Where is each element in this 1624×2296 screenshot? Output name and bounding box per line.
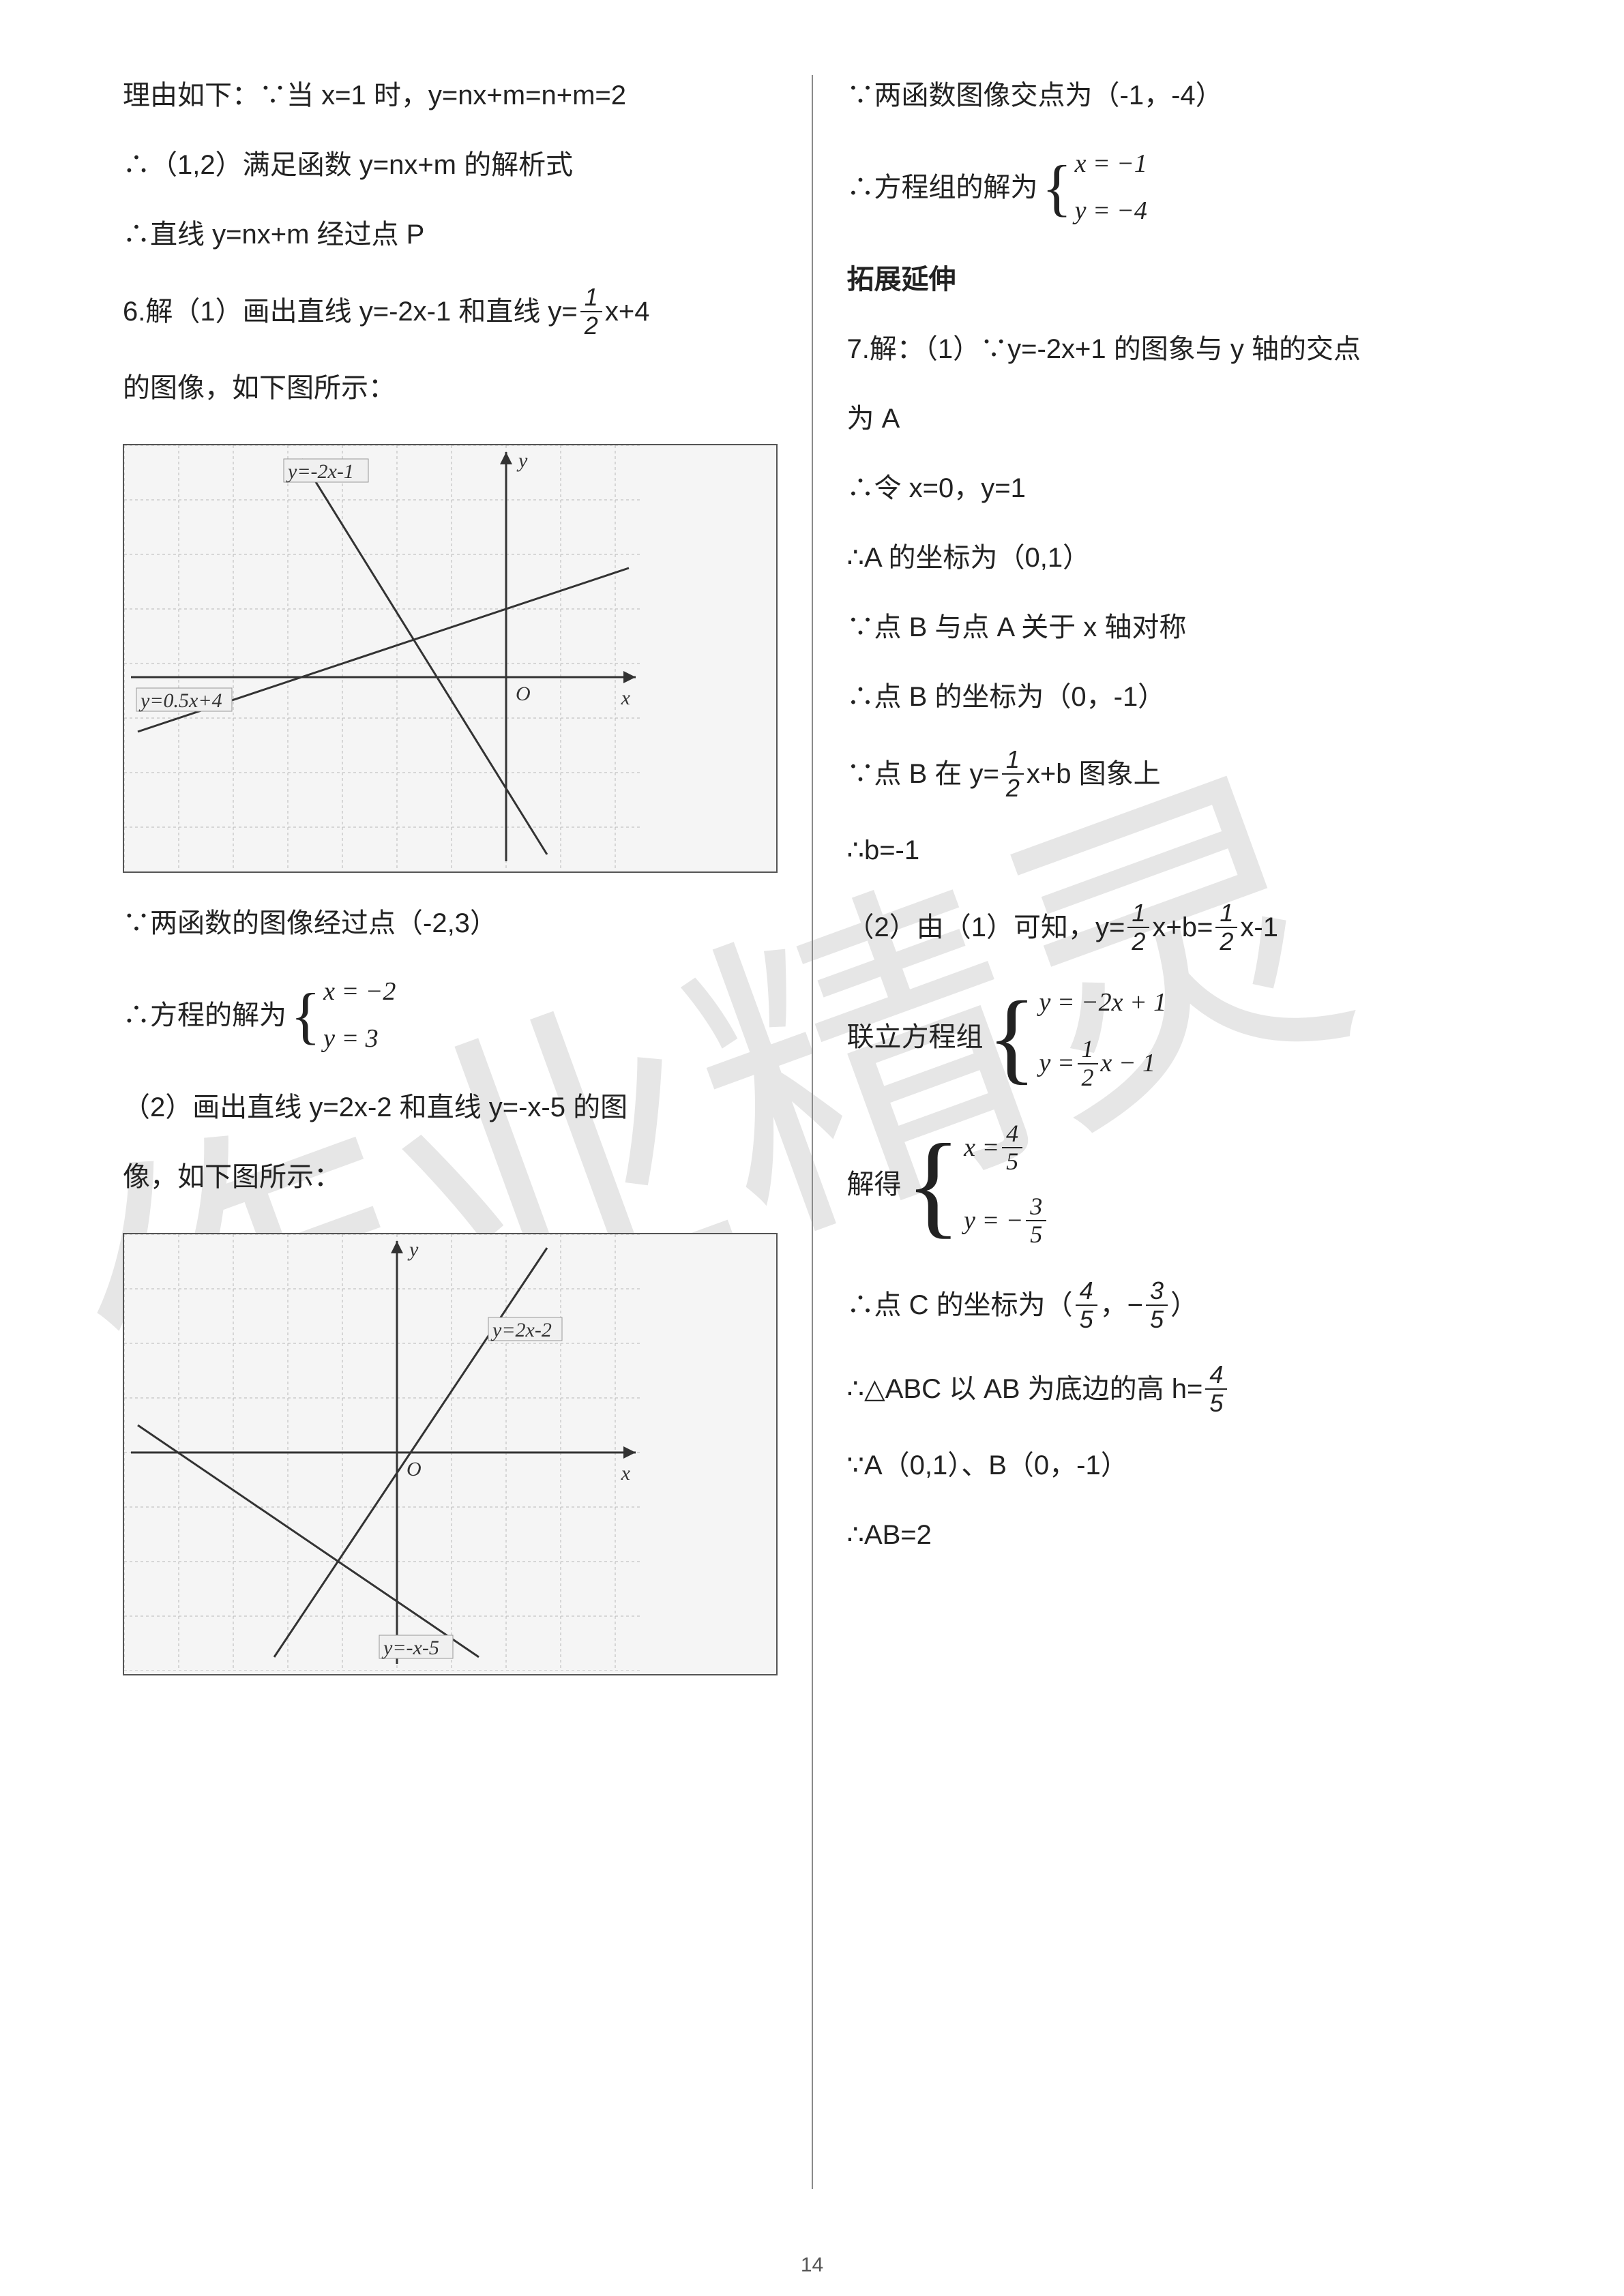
section-heading: 拓展延伸 — [847, 259, 1502, 300]
text-part: （2）由（1）可知，y= — [847, 907, 1125, 948]
right-column: ∵两函数图像交点为（-1，-4） ∴方程组的解为 { x = −1 y = −4… — [847, 75, 1502, 2189]
text-line: ∴令 x=0，y=1 — [847, 468, 1502, 509]
equation: y = 1 2 x − 1 — [1039, 1036, 1167, 1091]
svg-text:y: y — [516, 449, 528, 472]
svg-text:x: x — [621, 1462, 631, 1485]
graph-1: Ox y y=-2x-1 y=0.5x+4 — [123, 444, 778, 873]
column-divider — [812, 75, 813, 2189]
brace-system: { y = −2x + 1 y = 1 2 x − 1 — [988, 983, 1167, 1091]
text-line: ∵两函数图像交点为（-1，-4） — [847, 75, 1502, 116]
text-part: ，− — [1100, 1285, 1143, 1326]
text-line: 理由如下：∵当 x=1 时，y=nx+m=n+m=2 — [123, 75, 778, 116]
fraction: 3 5 — [1146, 1277, 1168, 1332]
brace-system: { x = 4 5 y = − 3 5 — [906, 1120, 1050, 1249]
text-part: ∵点 B 在 y= — [847, 754, 999, 794]
fraction: 4 5 — [1076, 1277, 1097, 1332]
equation: y = 3 — [323, 1019, 396, 1058]
text-part: ∴方程组的解为 — [847, 167, 1038, 208]
svg-text:y=0.5x+4: y=0.5x+4 — [138, 689, 222, 712]
text-part: x+b= — [1152, 907, 1213, 948]
text-line: 7.解：（1）∵y=-2x+1 的图象与 y 轴的交点 — [847, 329, 1502, 370]
text-line: ∵两函数的图像经过点（-2,3） — [123, 903, 778, 944]
text-line: （2）由（1）可知，y= 1 2 x+b= 1 2 x-1 — [847, 899, 1502, 955]
text-line: 联立方程组 { y = −2x + 1 y = 1 2 x − 1 — [847, 983, 1502, 1091]
text-line: ∴方程的解为 { x = −2 y = 3 — [123, 972, 778, 1058]
text-line: 像，如下图所示： — [123, 1157, 778, 1197]
text-line: ∴点 B 的坐标为（0，-1） — [847, 676, 1502, 717]
svg-text:y=-2x-1: y=-2x-1 — [286, 460, 354, 483]
text-part: ∴方程的解为 — [123, 995, 286, 1036]
text-line: ∴点 C 的坐标为（ 4 5 ，− 3 5 ） — [847, 1277, 1502, 1332]
fraction: 1 2 — [1078, 1036, 1098, 1091]
fraction: 4 5 — [1205, 1361, 1227, 1416]
text-line: （2）画出直线 y=2x-2 和直线 y=-x-5 的图 — [123, 1087, 778, 1128]
left-brace-icon: { — [1042, 145, 1072, 230]
text-part: ∴点 C 的坐标为（ — [847, 1285, 1073, 1326]
text-line: 为 A — [847, 398, 1502, 439]
equation: y = −2x + 1 — [1039, 983, 1167, 1022]
text-part: x-1 — [1240, 907, 1278, 948]
fraction: 4 5 — [1002, 1120, 1022, 1176]
text-line: ∴方程组的解为 { x = −1 y = −4 — [847, 145, 1502, 230]
page-number: 14 — [801, 2254, 823, 2277]
fraction: 1 2 — [1002, 746, 1024, 801]
text-part: 解得 — [847, 1164, 902, 1205]
brace-system: { x = −2 y = 3 — [291, 972, 396, 1058]
text-line: ∴（1,2）满足函数 y=nx+m 的解析式 — [123, 145, 778, 185]
fraction: 3 5 — [1026, 1193, 1046, 1249]
graph-2: Ox y y=2x-2 y=-x-5 — [123, 1233, 778, 1675]
text-part: ∴△ABC 以 AB 为底边的高 h= — [847, 1369, 1203, 1410]
text-part: x+4 — [605, 291, 650, 332]
equation: x = 4 5 — [964, 1120, 1049, 1176]
text-line: ∴直线 y=nx+m 经过点 P — [123, 214, 778, 255]
fraction: 1 2 — [580, 284, 602, 339]
svg-text:y=-x-5: y=-x-5 — [381, 1637, 439, 1659]
text-line: ∴△ABC 以 AB 为底边的高 h= 4 5 — [847, 1361, 1502, 1416]
text-line: ∵点 B 与点 A 关于 x 轴对称 — [847, 607, 1502, 648]
svg-text:O: O — [516, 683, 531, 705]
equation: x = −1 — [1075, 145, 1147, 183]
brace-system: { x = −1 y = −4 — [1042, 145, 1147, 230]
equation: y = −4 — [1075, 192, 1147, 230]
text-line: 解得 { x = 4 5 y = − 3 — [847, 1120, 1502, 1249]
text-line: ∴A 的坐标为（0,1） — [847, 537, 1502, 578]
equation: x = −2 — [323, 972, 396, 1011]
left-brace-icon: { — [291, 972, 321, 1058]
equation: y = − 3 5 — [964, 1193, 1049, 1249]
left-brace-icon: { — [906, 1120, 962, 1249]
text-part: 6.解（1）画出直线 y=-2x-1 和直线 y= — [123, 291, 578, 332]
text-line: 的图像，如下图所示： — [123, 368, 778, 408]
fraction: 1 2 — [1215, 899, 1237, 955]
svg-text:y: y — [407, 1238, 419, 1261]
text-line: ∴b=-1 — [847, 830, 1502, 871]
text-part: ） — [1170, 1285, 1198, 1326]
text-line: ∵A（0,1）、B（0，-1） — [847, 1445, 1502, 1486]
text-part: x+b 图象上 — [1027, 754, 1161, 794]
text-line: 6.解（1）画出直线 y=-2x-1 和直线 y= 1 2 x+4 — [123, 284, 778, 339]
fraction: 1 2 — [1127, 899, 1149, 955]
page-content: 理由如下：∵当 x=1 时，y=nx+m=n+m=2 ∴（1,2）满足函数 y=… — [123, 75, 1501, 2189]
text-line: ∵点 B 在 y= 1 2 x+b 图象上 — [847, 746, 1502, 801]
svg-text:O: O — [407, 1458, 422, 1480]
left-brace-icon: { — [988, 983, 1037, 1091]
left-column: 理由如下：∵当 x=1 时，y=nx+m=n+m=2 ∴（1,2）满足函数 y=… — [123, 75, 778, 2189]
svg-text:y=2x-2: y=2x-2 — [490, 1319, 552, 1341]
svg-text:x: x — [621, 687, 631, 709]
text-part: 联立方程组 — [847, 1017, 984, 1058]
text-line: ∴AB=2 — [847, 1515, 1502, 1555]
